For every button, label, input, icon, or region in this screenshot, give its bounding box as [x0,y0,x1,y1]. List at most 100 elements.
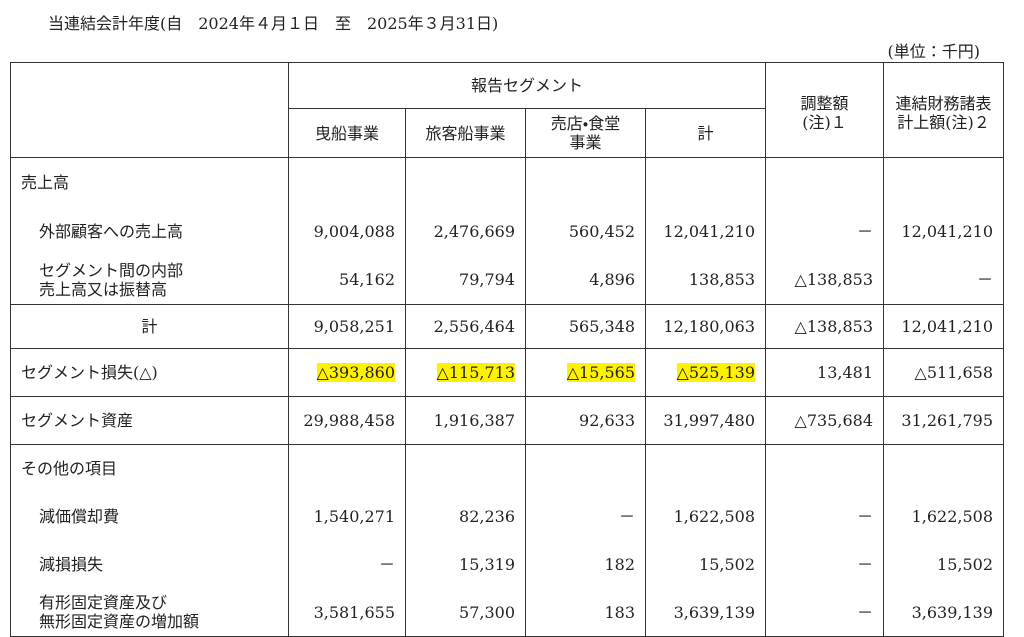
cell-value: 1,540,271 [313,507,395,526]
value-cell: △138,853 [765,304,885,349]
cell-value: △525,139 [676,363,756,382]
table-body: 報告セグメント 調整額 (注)１ 連結財務諸表 計上額(注)２ 曳船事業 旅客船事… [10,62,1005,637]
cell-value: 31,997,480 [663,411,756,430]
row-label-text: 外部顧客への売上高 [39,221,184,241]
value-cell: 54,162 [288,255,406,305]
cell-value: 82,236 [459,507,515,526]
cell-value: △138,853 [794,270,874,290]
value-cell: 3,581,655 [288,588,406,637]
row-label-text: 減価償却費 [39,507,120,526]
row-label: セグメント間の内部 売上高又は振替高 [10,255,289,305]
row-label: 減価償却費 [10,492,289,541]
value-cell: 1,622,508 [644,492,767,541]
cell-value: 565,348 [568,317,635,336]
cell-value: 15,319 [459,555,515,574]
table-row: 有形固定資産及び 無形固定資産の増加額 3,581,655 57,300 183 3,6… [10,588,1005,637]
table-row: セグメント損失(△) △393,860 △115,713 △15,565 △525,13… [10,348,1005,397]
value-cell: 29,988,458 [288,396,406,445]
value-cell: 31,997,480 [644,396,767,445]
cell-value: 12,041,210 [663,221,756,241]
cell-value: 9,058,251 [313,317,395,336]
row-label: 売上高 [10,157,289,207]
row-label-text: 計 [141,317,158,336]
value-cell: － [765,492,885,541]
row-label: 有形固定資産及び 無形固定資産の増加額 [10,588,289,637]
value-cell: 12,180,063 [644,304,767,349]
cell-value: 29,988,458 [303,411,395,430]
value-cell: 3,639,139 [644,588,767,637]
unit: (単位：千円) [887,42,981,61]
cell-value: － [857,602,874,622]
row-label: 減損損失 [10,540,289,589]
segment-table: 報告セグメント 調整額 (注)１ 連結財務諸表 計上額(注)２ 曳船事業 旅客船事… [10,62,1005,637]
cell-value: 12,180,063 [663,317,756,336]
header-row: 報告セグメント 調整額 (注)１ 連結財務諸表 計上額(注)２ [10,62,1005,158]
value-cell [525,157,646,207]
header-row: 曳船事業 旅客船事業 売店・食堂 事業計 [11,108,1004,158]
value-cell: 4,896 [525,255,646,305]
value-cell: 3,639,139 [883,588,1005,637]
value-cell: △15,565 [525,348,646,397]
cell-value: － [857,555,874,574]
cell-value: 9,004,088 [313,221,395,241]
value-cell: 2,476,669 [405,206,526,256]
cell-value: － [378,555,395,574]
value-cell: 57,300 [405,588,526,637]
value-cell: 13,481 [765,348,885,397]
row-label-text: セグメント間の内部 売上高又は振替高 [39,260,184,299]
cell-value: 3,581,655 [313,602,395,622]
value-cell [883,444,1005,493]
value-cell: 15,319 [405,540,526,589]
cell-value: △393,860 [316,363,395,382]
cell-value: 183 [604,602,635,622]
header-column: 曳船事業 [288,108,406,158]
cell-value: 15,502 [937,555,994,574]
header-group: 報告セグメント [287,62,767,109]
value-cell [765,444,885,493]
value-cell: 1,540,271 [288,492,406,541]
value-cell [644,444,767,493]
cell-value: △115,713 [436,363,515,382]
value-cell [405,444,526,493]
value-cell: 12,041,210 [644,206,767,256]
value-cell [288,444,406,493]
value-cell [883,157,1005,207]
value-cell [288,157,406,207]
value-cell: 79,794 [405,255,526,305]
header-column: 売店・食堂 事業 [525,108,646,158]
row-label: セグメント資産 [10,396,289,445]
value-cell: 138,853 [644,255,767,305]
cell-value: △15,565 [566,363,635,382]
table-row: その他の項目 [10,444,1005,493]
title: 当連結会計年度(自 2024年４月１日 至 2025年３月31日) [48,14,499,33]
header-consolidated: 連結財務諸表 計上額(注)２ [883,62,1005,158]
row-label-text: 減損損失 [39,555,104,574]
row-label: 外部顧客への売上高 [10,206,289,256]
table-row: 計 9,058,251 2,556,464 565,348 12,180,063 △138… [10,304,1005,349]
row-label: 計 [10,304,289,349]
value-cell: 183 [525,588,646,637]
cell-value: △511,658 [914,363,994,382]
value-cell: － [525,492,646,541]
value-cell [765,157,885,207]
cell-value: － [857,507,874,526]
cell-value: 54,162 [339,270,395,290]
value-cell: 9,058,251 [288,304,406,349]
value-cell: 2,556,464 [405,304,526,349]
row-label-text: セグメント損失(△) [21,363,158,382]
value-cell [405,157,526,207]
value-cell: 565,348 [525,304,646,349]
value-cell: 12,041,210 [883,206,1005,256]
value-cell: 182 [525,540,646,589]
table-row: 外部顧客への売上高 9,004,088 2,476,669 560,452 12,041… [10,206,1005,256]
value-cell: 15,502 [644,540,767,589]
cell-value: 138,853 [688,270,756,290]
value-cell: △525,139 [644,348,767,397]
cell-value: 3,639,139 [911,602,994,622]
cell-value: 12,041,210 [901,221,994,241]
value-cell: 82,236 [405,492,526,541]
cell-value: － [977,270,994,290]
cell-value: 560,452 [568,221,635,241]
cell-value: 79,794 [459,270,515,290]
